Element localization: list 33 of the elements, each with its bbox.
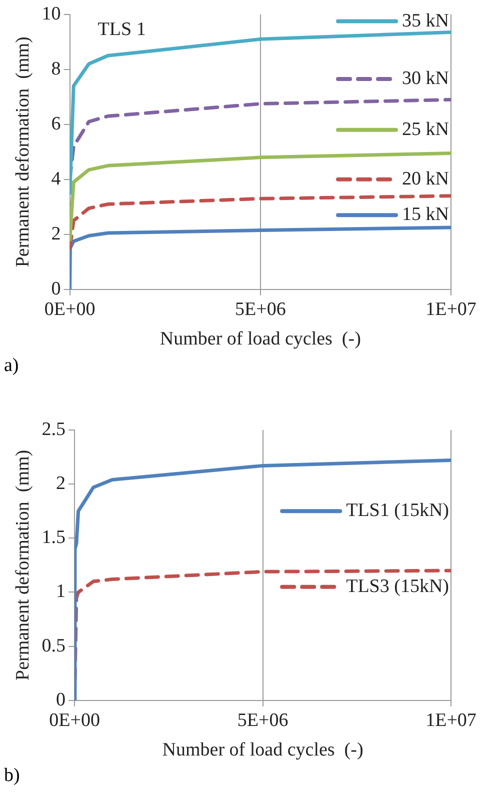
y-tick-label: 6 — [51, 113, 61, 134]
y-axis-title: Permanent deformation (mm) — [12, 36, 34, 268]
y-tick-label: 8 — [51, 58, 61, 80]
y-tick-label: 1.5 — [42, 527, 66, 548]
legend-label: 15 kN — [402, 204, 450, 226]
chart-title: TLS 1 — [98, 18, 146, 40]
x-tick-label: 1E+07 — [426, 298, 476, 320]
y-tick-label: 2 — [56, 473, 66, 494]
y-tick-label: 2.5 — [42, 418, 66, 440]
text: a) — [4, 355, 19, 377]
x-tick-label: 0E+00 — [44, 298, 96, 320]
line-series — [70, 194, 451, 250]
y-tick-label: 2 — [51, 223, 61, 244]
text: b) — [4, 765, 20, 787]
y-tick-label: 0 — [56, 689, 66, 710]
x-axis-title: Number of load cycles (-) — [162, 740, 364, 761]
y-tick-label: 0 — [51, 278, 61, 300]
legend-label: TLS1 (15kN) — [346, 500, 449, 522]
y-tick-label: 0.5 — [42, 635, 66, 656]
legend-label: 20 kN — [402, 168, 450, 190]
y-tick-label: 1 — [56, 581, 66, 602]
x-axis-title: Number of load cycles (-) — [160, 328, 361, 350]
y-tick-label: 4 — [51, 168, 62, 190]
x-tick-label: 5E+06 — [234, 298, 286, 320]
y-axis-title: Permanent deformation (mm) — [12, 450, 34, 680]
legend-label: 30 kN — [402, 68, 450, 90]
x-tick-label: 0E+00 — [49, 710, 100, 731]
y-tick-label: 10 — [42, 3, 61, 24]
x-tick-label: 1E+07 — [426, 710, 476, 731]
legend-label: TLS3 (15kN) — [346, 576, 449, 597]
legend-label: 35 kN — [402, 10, 450, 32]
x-tick-label: 5E+06 — [237, 710, 288, 731]
legend-label: 25 kN — [402, 118, 450, 140]
